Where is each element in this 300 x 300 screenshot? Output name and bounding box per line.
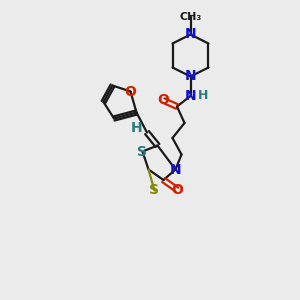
Text: N: N bbox=[185, 70, 196, 83]
Text: H: H bbox=[198, 89, 208, 103]
Text: S: S bbox=[149, 184, 160, 197]
Text: O: O bbox=[158, 94, 169, 107]
Text: N: N bbox=[185, 89, 196, 103]
Text: N: N bbox=[170, 163, 181, 176]
Text: O: O bbox=[171, 183, 183, 196]
Text: O: O bbox=[124, 85, 136, 98]
Text: S: S bbox=[137, 145, 148, 158]
Text: CH₃: CH₃ bbox=[179, 11, 202, 22]
Text: N: N bbox=[185, 28, 196, 41]
Text: H: H bbox=[131, 121, 142, 134]
